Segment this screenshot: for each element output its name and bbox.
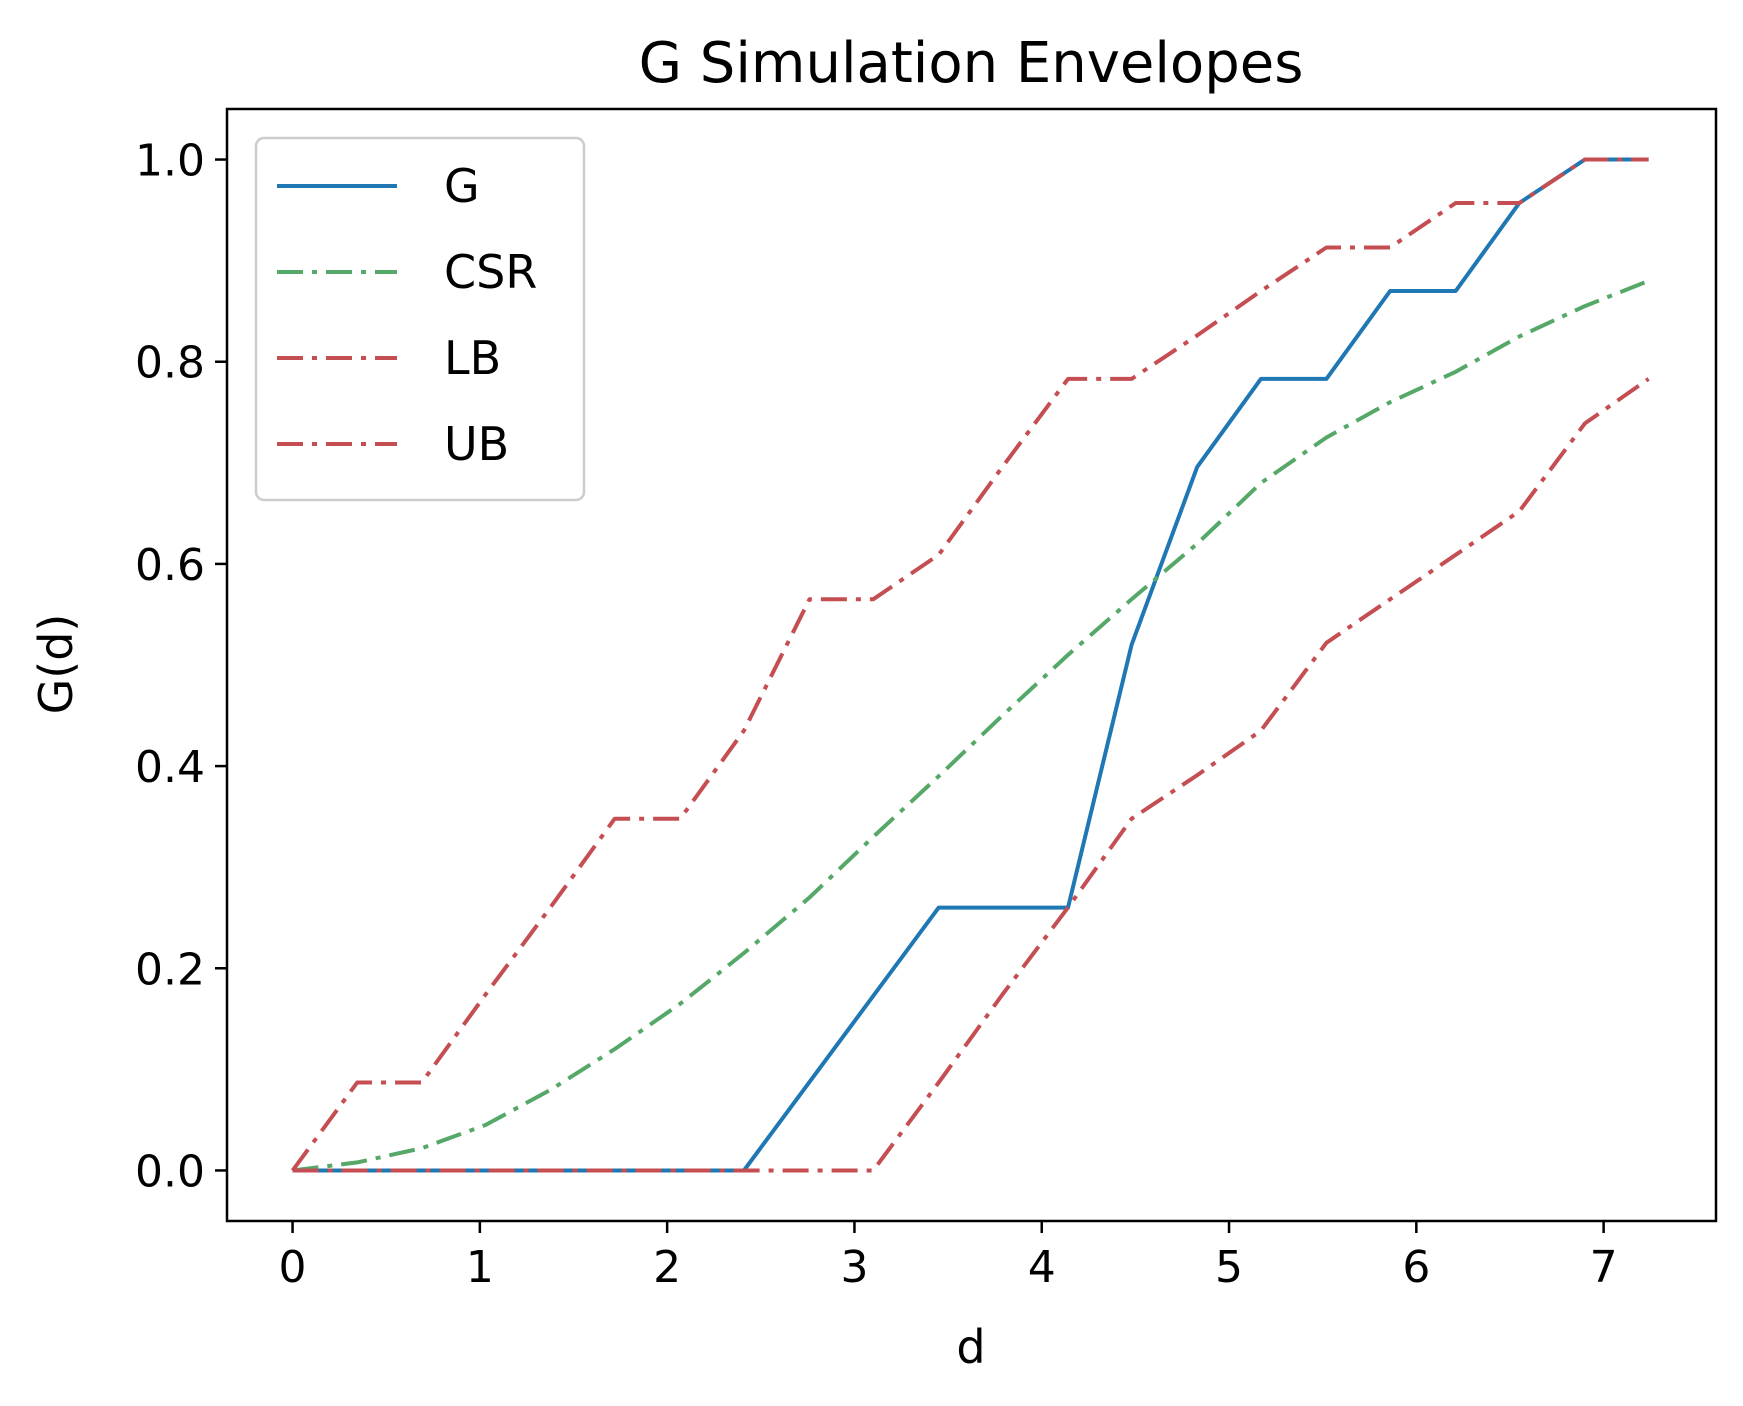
x-tick-label: 4 bbox=[1028, 1242, 1056, 1293]
series-line-csr bbox=[292, 279, 1650, 1173]
y-tick-label: 0.0 bbox=[135, 1146, 205, 1197]
x-axis-label: d bbox=[956, 1320, 985, 1374]
legend: G CSR LB UB bbox=[254, 136, 586, 502]
x-tick-label: 2 bbox=[653, 1242, 681, 1293]
plot-area bbox=[290, 157, 1650, 1173]
legend-label-ub: UB bbox=[444, 417, 509, 471]
plot-frame bbox=[225, 107, 1718, 1223]
y-tick-label: 0.4 bbox=[135, 742, 205, 793]
legend-box bbox=[254, 136, 586, 502]
y-tick-label: 1.0 bbox=[135, 136, 205, 187]
x-tick-label: 5 bbox=[1215, 1242, 1243, 1293]
x-tick-label: 3 bbox=[840, 1242, 868, 1293]
y-axis-label: G(d) bbox=[29, 614, 83, 715]
chart-title: G Simulation Envelopes bbox=[639, 31, 1304, 96]
y-tick-label: 0.6 bbox=[135, 540, 205, 591]
series-line-lb bbox=[292, 377, 1650, 1173]
x-tick-label: 6 bbox=[1402, 1242, 1430, 1293]
x-tick-label: 7 bbox=[1590, 1242, 1618, 1293]
legend-label-lb: LB bbox=[444, 331, 501, 385]
axis-ticks: 0 1 2 3 4 5 6 7 0.0 0.2 0.4 0.6 0.8 1.0 bbox=[135, 136, 1618, 1293]
x-tick-label: 0 bbox=[279, 1242, 307, 1293]
x-tick-label: 1 bbox=[466, 1242, 494, 1293]
y-tick-label: 0.8 bbox=[135, 338, 205, 389]
legend-label-g: G bbox=[444, 159, 480, 213]
y-tick-label: 0.2 bbox=[135, 944, 205, 995]
legend-label-csr: CSR bbox=[444, 245, 537, 299]
series-line-ub bbox=[290, 157, 1649, 1172]
